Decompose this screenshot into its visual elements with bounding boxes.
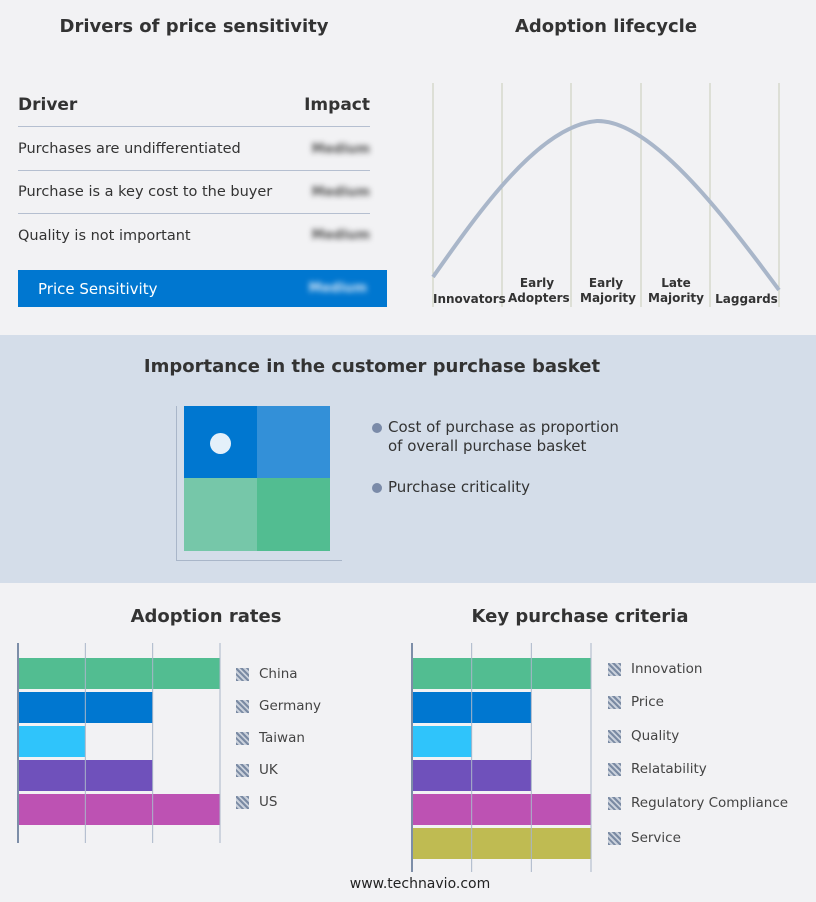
driver-row: Purchases are undifferentiated Medium xyxy=(18,128,370,171)
summary-label: Price Sensitivity xyxy=(38,279,158,298)
stage-label: Early Adopters xyxy=(508,276,570,305)
legend-swatch-icon xyxy=(608,796,621,810)
legend-swatch-icon xyxy=(608,729,621,743)
basket-bullet: Purchase criticality xyxy=(372,478,530,497)
legend-label: Taiwan xyxy=(259,730,305,746)
driver-row: Quality is not important Medium xyxy=(18,214,370,257)
legend-item: Price xyxy=(608,694,664,710)
quadrant-tr xyxy=(257,406,330,478)
basket-bullet: Cost of purchase as proportion of overal… xyxy=(372,418,638,456)
legend-label: Service xyxy=(631,830,681,846)
adoption-curve xyxy=(431,118,781,292)
legend-item: Quality xyxy=(608,728,679,744)
stage-label: Early Majority xyxy=(580,276,636,305)
legend-label: Relatability xyxy=(631,761,707,777)
bar-quality xyxy=(412,726,472,757)
drivers-header: Driver Impact xyxy=(18,84,370,127)
legend-swatch-icon xyxy=(236,763,249,777)
adoption-title: Adoption rates xyxy=(130,606,282,627)
price-sensitivity-bar: Price Sensitivity Medium xyxy=(18,270,387,307)
bar-china xyxy=(18,658,220,689)
legend-swatch-icon xyxy=(608,762,621,776)
criteria-title: Key purchase criteria xyxy=(471,606,689,627)
legend-label: UK xyxy=(259,762,278,778)
bar-service xyxy=(412,828,591,859)
quadrant-bl xyxy=(184,478,257,551)
driver-label: Quality is not important xyxy=(18,227,191,244)
lifecycle-title: Adoption lifecycle xyxy=(514,16,698,37)
legend-label: Germany xyxy=(259,698,322,714)
legend-swatch-icon xyxy=(236,731,249,745)
impact-value: Medium xyxy=(311,141,370,157)
impact-value: Medium xyxy=(311,228,370,243)
legend-item: Relatability xyxy=(608,761,707,777)
drivers-title: Drivers of price sensitivity xyxy=(59,16,329,37)
legend-swatch-icon xyxy=(608,662,621,676)
footer-url: www.technavio.com xyxy=(349,876,491,892)
col-impact: Impact xyxy=(304,95,370,115)
impact-value: Medium xyxy=(311,184,370,200)
legend-item: Taiwan xyxy=(236,730,305,746)
legend-label: US xyxy=(259,794,278,810)
legend-item: Regulatory Compliance xyxy=(608,795,788,811)
bar-taiwan xyxy=(18,726,86,757)
legend-label: Quality xyxy=(631,728,680,744)
legend-item: Service xyxy=(608,830,681,846)
bar-regulatory-compliance xyxy=(412,794,591,825)
driver-label: Purchases are undifferentiated xyxy=(18,141,241,157)
quadrant-br xyxy=(257,478,330,551)
driver-row: Purchase is a key cost to the buyer Mediu… xyxy=(18,171,370,214)
legend-swatch-icon xyxy=(236,699,249,713)
position-marker xyxy=(210,433,231,454)
legend-label: Price xyxy=(631,694,664,710)
legend-label: China xyxy=(259,666,298,682)
legend-label: Innovation xyxy=(631,661,703,677)
legend-item: China xyxy=(236,666,298,682)
legend-item: UK xyxy=(236,762,278,778)
legend-swatch-icon xyxy=(236,667,249,681)
legend-swatch-icon xyxy=(608,695,621,709)
stage-label: Innovators xyxy=(433,292,506,306)
legend-item: Innovation xyxy=(608,661,702,677)
basket-title: Importance in the customer purchase bask… xyxy=(143,356,601,377)
driver-label: Purchase is a key cost to the buyer xyxy=(18,184,273,200)
bar-innovation xyxy=(412,658,591,689)
col-driver: Driver xyxy=(18,95,78,115)
bar-us xyxy=(18,794,220,825)
stage-label: Laggards xyxy=(715,292,778,306)
lifecycle-chart xyxy=(431,83,781,307)
legend-swatch-icon xyxy=(608,831,621,845)
legend-item: Germany xyxy=(236,698,321,714)
legend-swatch-icon xyxy=(236,795,249,809)
legend-label: Regulatory Compliance xyxy=(631,795,789,811)
bullet-dot xyxy=(372,483,382,493)
basket-section xyxy=(0,335,816,583)
summary-impact: Medium xyxy=(308,281,367,296)
basket-axes xyxy=(176,406,342,561)
legend-item: US xyxy=(236,794,277,810)
stage-label: Late Majority xyxy=(648,276,704,305)
bullet-dot xyxy=(372,423,382,433)
